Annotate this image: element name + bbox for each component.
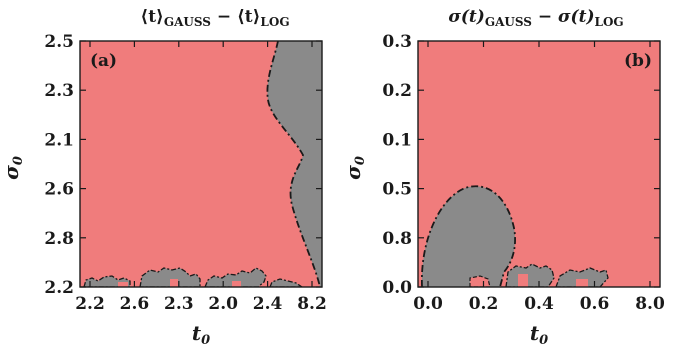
panel-a-title: ⟨t⟩GAUSS − ⟨t⟩LOG [140, 7, 289, 29]
panel-b-title: σ(t)GAUSS − σ(t)LOG [448, 7, 623, 29]
panel-a-x-tick-label: 2.3 [164, 294, 194, 314]
panel-a-y-tick-label: 2.2 [44, 278, 74, 298]
panel-b-title-op: − [532, 7, 558, 27]
panel-a-x-tick-label: 2.2 [75, 294, 105, 314]
panel-b-label: (b) [624, 51, 652, 71]
panel-b-x-tick-label: 8.0 [635, 294, 665, 314]
panel-a-title-rhs-sub: LOG [260, 15, 289, 29]
panel-a-y-ticks: 2.5 2.3 2.1 2.6 2.8 2.2 [44, 32, 322, 298]
panel-a-title-rhs: ⟨t⟩ [237, 7, 260, 27]
panel-a: ⟨t⟩GAUSS − ⟨t⟩LOG 2.52.32.12.62.8 [0, 7, 327, 348]
panel-a-bottom-blobs [83, 267, 304, 287]
panel-b-y-axis-label: σ0 [341, 156, 368, 180]
panel-b-title-rhs: σ(t) [558, 7, 594, 27]
panel-b-title-lhs: σ(t) [448, 7, 484, 27]
panel-a-x-ticks: 2.2 2.6 2.3 2.0 2.4 8.2 [75, 41, 327, 314]
panel-a-label: (a) [90, 51, 117, 71]
panel-b-x-ticks: 0.0 0.2 0.4 0.6 8.0 [413, 41, 665, 314]
panel-a-title-lhs: ⟨t⟩ [140, 7, 163, 27]
panel-a-title-op: − [211, 7, 237, 27]
panel-b-y-tick-label: 0.2 [382, 81, 412, 101]
panel-a-y-tick-label: 2.6 [44, 180, 74, 200]
panel-a-y-tick-label: 2.1 [44, 130, 74, 150]
panel-a-x-tick-label: 2.4 [253, 294, 283, 314]
panel-b-x-tick-label: 0.6 [580, 294, 610, 314]
panel-a-y-tick-label: 2.8 [44, 229, 74, 249]
panel-a-x-axis-label: t0 [192, 321, 210, 348]
panel-a-negative-region [267, 41, 322, 287]
panel-a-y-axis-label: σ0 [0, 156, 26, 180]
panel-b-x-axis-label: t0 [530, 321, 548, 348]
panel-b-y-tick-label: 0.8 [382, 229, 412, 249]
panel-b-y-ticks: 0.3 0.2 0.1 0.5 0.8 0.0 [382, 32, 660, 298]
panel-b-y-tick-label: 0.0 [382, 278, 412, 298]
panel-b-y-tick-label: 0.1 [382, 130, 412, 150]
panel-a-x-tick-label: 2.0 [208, 294, 238, 314]
panel-a-frame [79, 40, 323, 288]
panel-b-y-tick-label: 0.3 [382, 32, 412, 52]
panel-a-y-tick-label: 2.3 [44, 81, 74, 101]
panel-a-x-tick-label: 8.2 [297, 294, 327, 314]
panel-a-title-lhs-sub: GAUSS [164, 15, 211, 29]
panel-b-title-lhs-sub: GAUSS [485, 15, 532, 29]
panel-b-y-tick-label: 0.5 [382, 180, 412, 200]
panel-b: σ(t)GAUSS − σ(t)LOG 0.30.20.10.50.80.0 0… [341, 7, 665, 348]
panel-b-boundary [421, 185, 516, 287]
panel-b-title-rhs-sub: LOG [595, 15, 624, 29]
panel-b-negative-region [421, 186, 516, 287]
panel-b-x-tick-label: 0.0 [413, 294, 443, 314]
panel-a-y-tick-label: 2.5 [44, 32, 74, 52]
panel-a-boundary [266, 41, 321, 287]
panel-b-x-tick-label: 0.2 [469, 294, 499, 314]
panel-a-x-tick-label: 2.6 [120, 294, 150, 314]
panel-b-x-tick-label: 0.4 [524, 294, 554, 314]
